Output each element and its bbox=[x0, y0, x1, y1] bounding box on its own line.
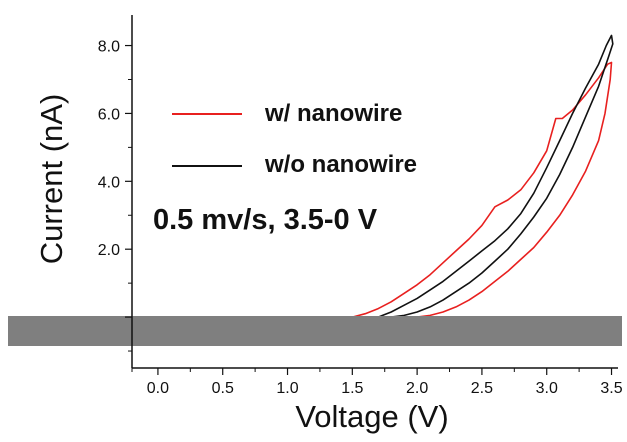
x-tick-label: 2.5 bbox=[471, 380, 493, 397]
x-axis-title: Voltage (V) bbox=[295, 399, 448, 434]
x-tick-label: 1.0 bbox=[276, 380, 298, 397]
legend: w/ nanowire w/o nanowire bbox=[172, 100, 417, 178]
legend-label-w-nanowire: w/ nanowire bbox=[264, 100, 402, 127]
series-line-w-nanowire bbox=[352, 61, 613, 318]
y-tick-label: 6.0 bbox=[98, 106, 120, 123]
x-tick-label: 3.0 bbox=[536, 380, 558, 397]
y-tick-label: 8.0 bbox=[98, 39, 120, 56]
tick-labels: 0.0 0.5 1.0 1.5 2.0 2.5 3.0 3.5 2.0 4.0 6.0 8.0 bbox=[98, 39, 623, 397]
x-tick-label: 3.5 bbox=[600, 380, 622, 397]
y-tick-label: 2.0 bbox=[98, 242, 120, 259]
x-tick-label: 2.0 bbox=[406, 380, 428, 397]
plot-lines bbox=[352, 34, 614, 318]
series-line-wo-nanowire bbox=[377, 34, 614, 318]
legend-label-wo-nanowire: w/o nanowire bbox=[264, 151, 417, 178]
occlusion-bar bbox=[8, 316, 622, 346]
x-tick-label: 0.5 bbox=[212, 380, 234, 397]
annotation: 0.5 mv/s, 3.5-0 V bbox=[153, 204, 378, 236]
axes-frame bbox=[125, 15, 618, 375]
y-axis-title: Current (nA) bbox=[34, 94, 69, 265]
x-tick-label: 0.0 bbox=[147, 380, 169, 397]
x-tick-label: 1.5 bbox=[341, 380, 363, 397]
y-tick-label: 4.0 bbox=[98, 174, 120, 191]
